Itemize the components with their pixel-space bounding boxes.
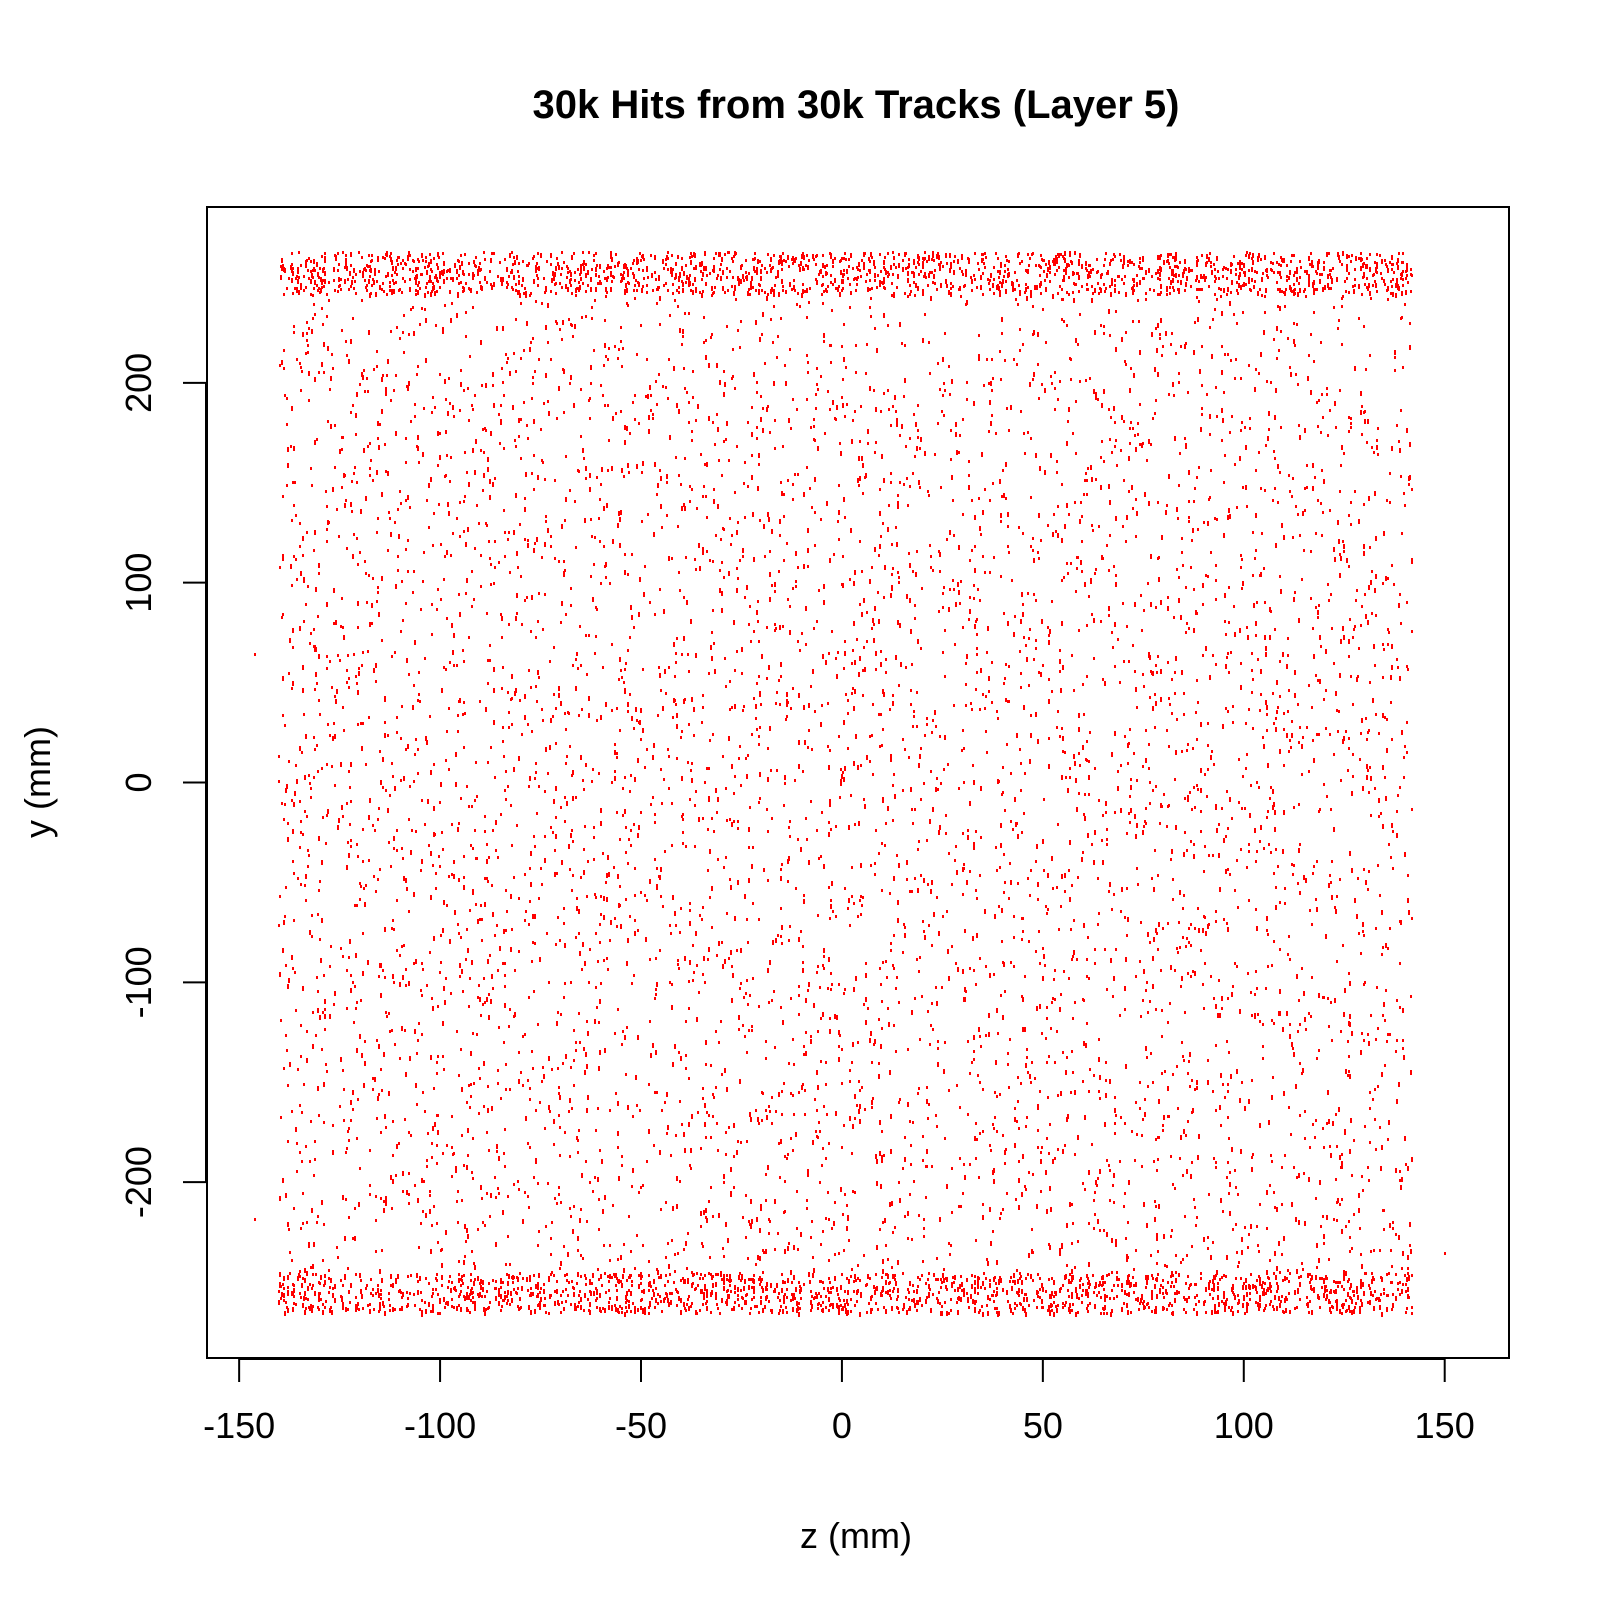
x-tick-label: 0 xyxy=(832,1405,852,1446)
hit-points xyxy=(254,251,1446,1317)
x-tick-label: -150 xyxy=(203,1405,275,1446)
chart-title: 30k Hits from 30k Tracks (Layer 5) xyxy=(532,83,1179,127)
plot-frame xyxy=(206,206,1510,1359)
x-tick-label: 150 xyxy=(1415,1405,1475,1446)
x-axis: -150 -100 -50 0 50 100 150 xyxy=(203,1358,1475,1446)
y-tick-label: 100 xyxy=(118,553,159,613)
x-tick-label: -50 xyxy=(615,1405,667,1446)
y-tick-label: -100 xyxy=(118,946,159,1018)
y-tick-label: 200 xyxy=(118,353,159,413)
y-tick-label: 0 xyxy=(118,772,159,792)
x-axis-label: z (mm) xyxy=(800,1515,912,1556)
y-axis-label: y (mm) xyxy=(17,726,58,838)
y-axis: -200 -100 0 100 200 xyxy=(118,353,207,1218)
x-tick-label: 100 xyxy=(1214,1405,1274,1446)
x-tick-label: -100 xyxy=(404,1405,476,1446)
x-tick-label: 50 xyxy=(1023,1405,1063,1446)
data-points xyxy=(254,251,1446,1317)
y-tick-label: -200 xyxy=(118,1146,159,1218)
